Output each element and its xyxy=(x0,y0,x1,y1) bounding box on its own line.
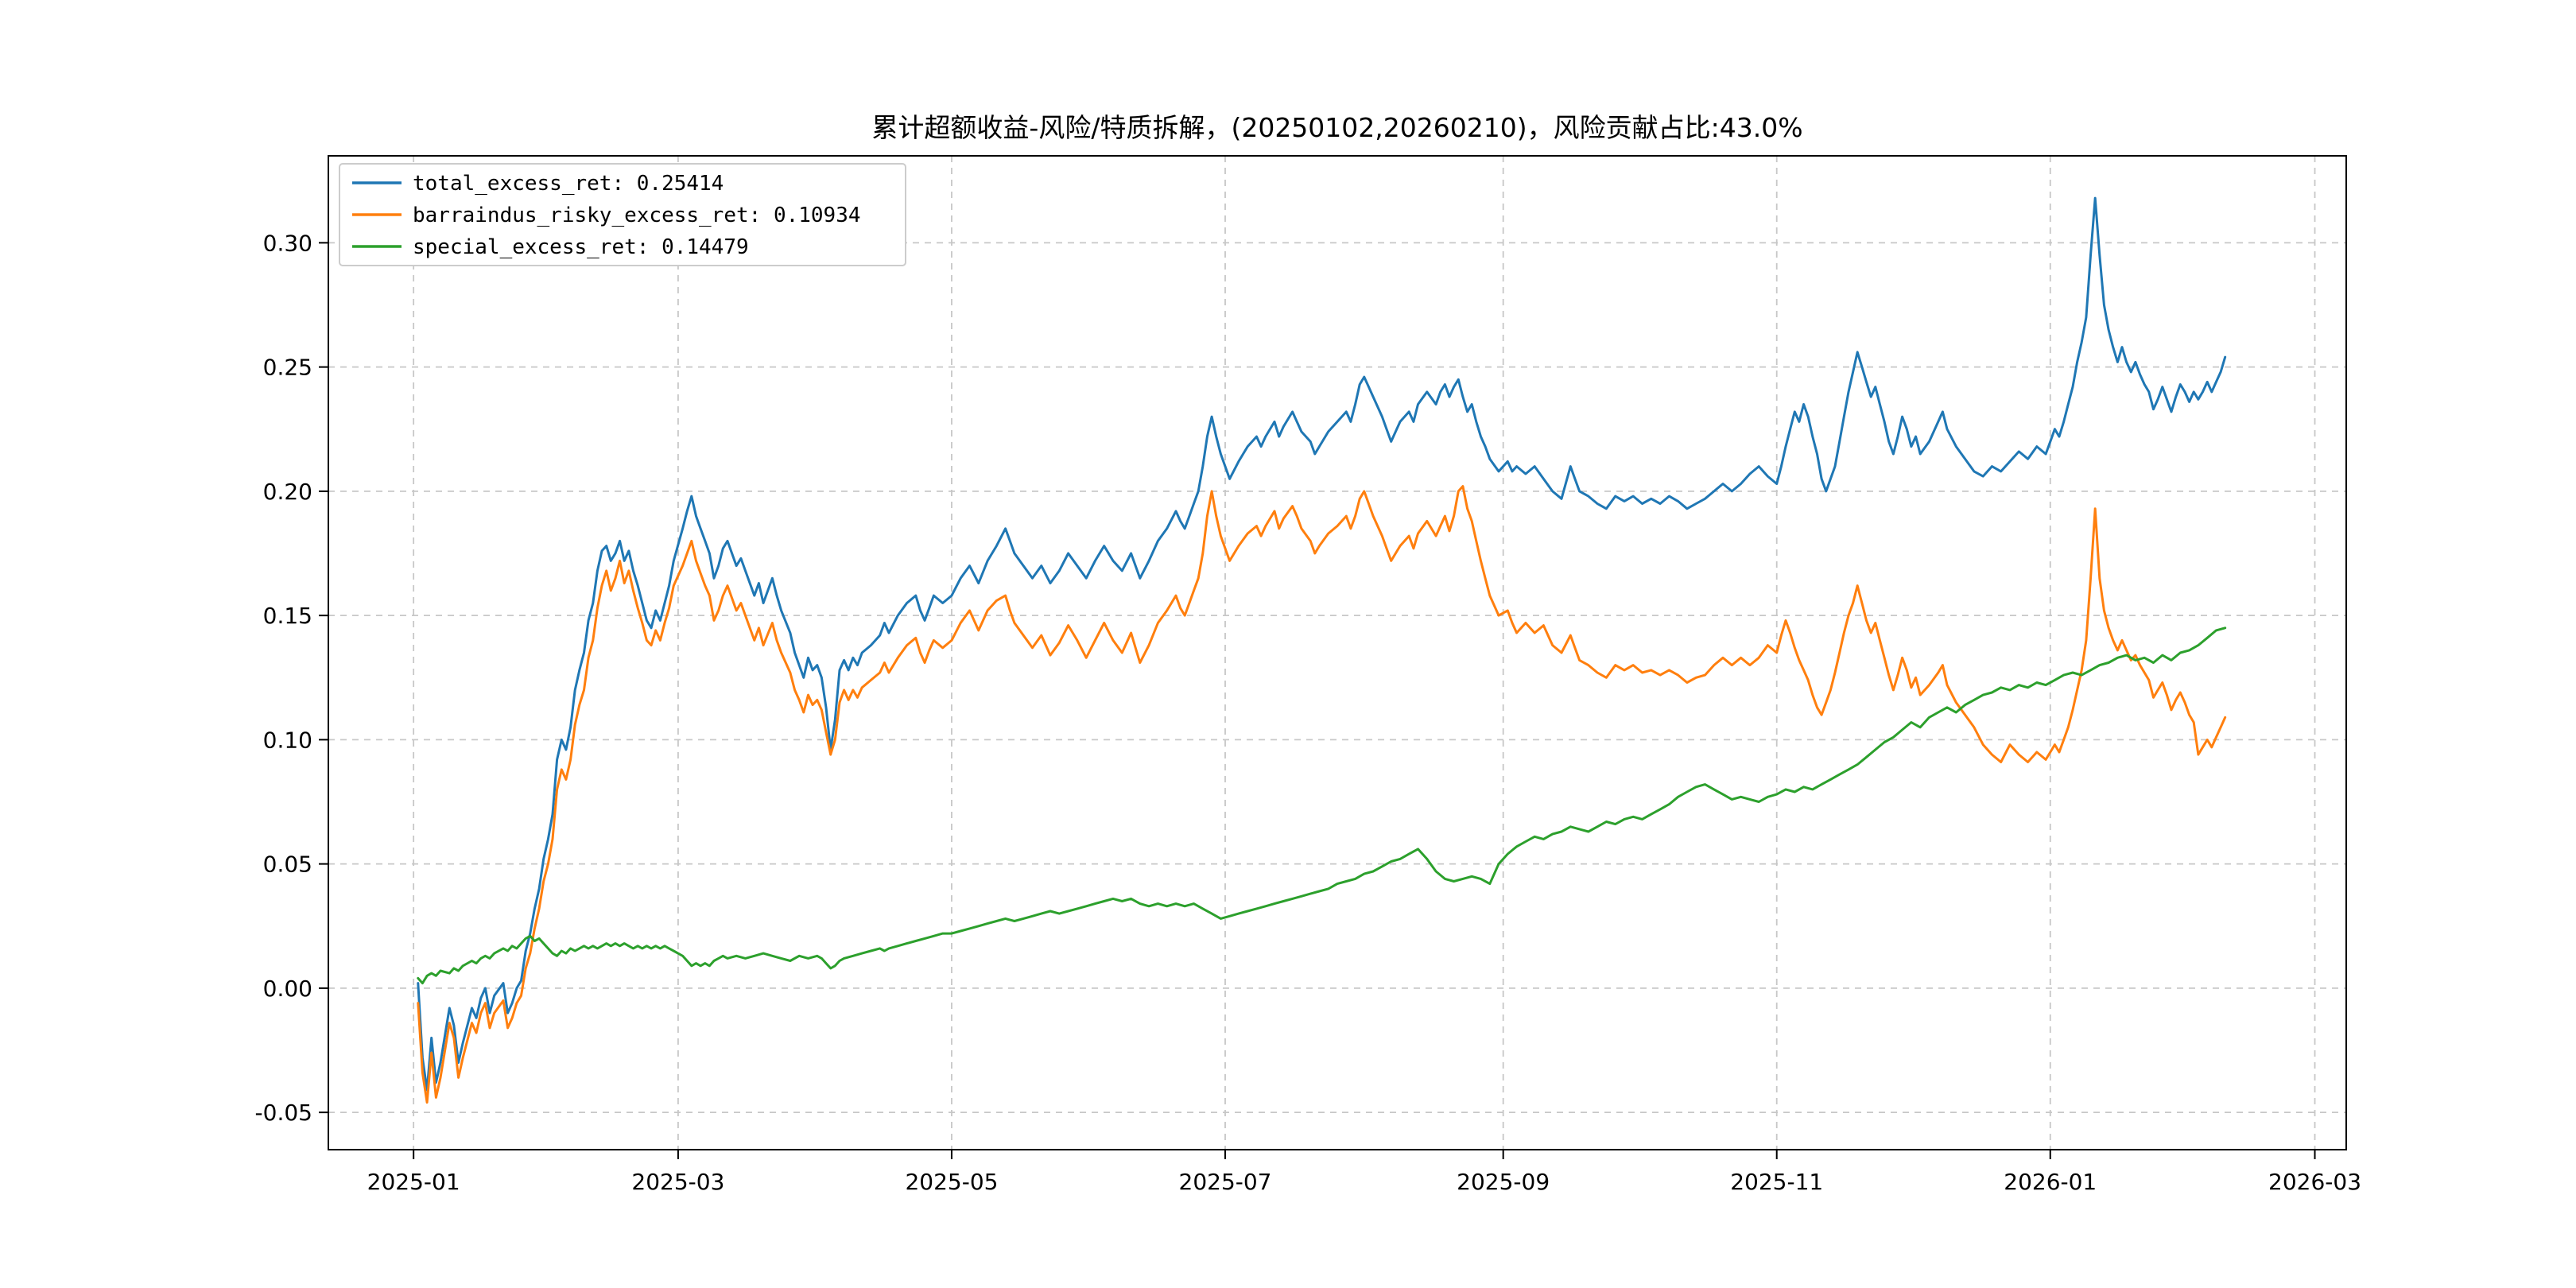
plot-frame xyxy=(328,155,2347,1150)
x-tick-label: 2025-07 xyxy=(1179,1169,1272,1195)
x-tick-label: 2025-05 xyxy=(905,1169,998,1195)
x-tick-label: 2026-01 xyxy=(2004,1169,2097,1195)
x-tick-label: 2025-03 xyxy=(631,1169,724,1195)
legend-box xyxy=(339,163,906,266)
plot-area: 2025-01 2025-03 2025-05 2025-07 2025-09 2025-… xyxy=(255,155,2361,1195)
legend-label-special_excess_ret: special_excess_ret: 0.14479 xyxy=(413,235,749,259)
y-tick-label: 0.15 xyxy=(263,603,312,629)
y-tick-label: 0.10 xyxy=(263,727,312,753)
x-tick-label: 2026-03 xyxy=(2268,1169,2361,1195)
legend-label-total_excess_ret: total_excess_ret: 0.25414 xyxy=(413,172,724,196)
series-line-special_excess_ret xyxy=(417,627,2227,985)
x-tick-label: 2025-11 xyxy=(1730,1169,1823,1195)
series-line-barraindus_risky_excess_ret xyxy=(417,485,2227,1104)
series-line-total_excess_ret xyxy=(417,196,2227,1092)
y-tick-label: 0.25 xyxy=(263,355,312,381)
x-tick-label: 2025-09 xyxy=(1457,1169,1550,1195)
y-tick-label: 0.20 xyxy=(263,479,312,505)
y-tick-label: 0.30 xyxy=(263,230,312,256)
x-tick-label: 2025-01 xyxy=(367,1169,460,1195)
y-tick-label: -0.05 xyxy=(255,1100,312,1126)
y-tick-label: 0.00 xyxy=(263,976,312,1002)
chart-title: 累计超额收益-风险/特质拆解，(20250102,20260210)，风险贡献占… xyxy=(871,112,1802,143)
y-tick-label: 0.05 xyxy=(263,852,312,878)
legend-label-barraindus_risky_excess_ret: barraindus_risky_excess_ret: 0.10934 xyxy=(413,204,861,227)
